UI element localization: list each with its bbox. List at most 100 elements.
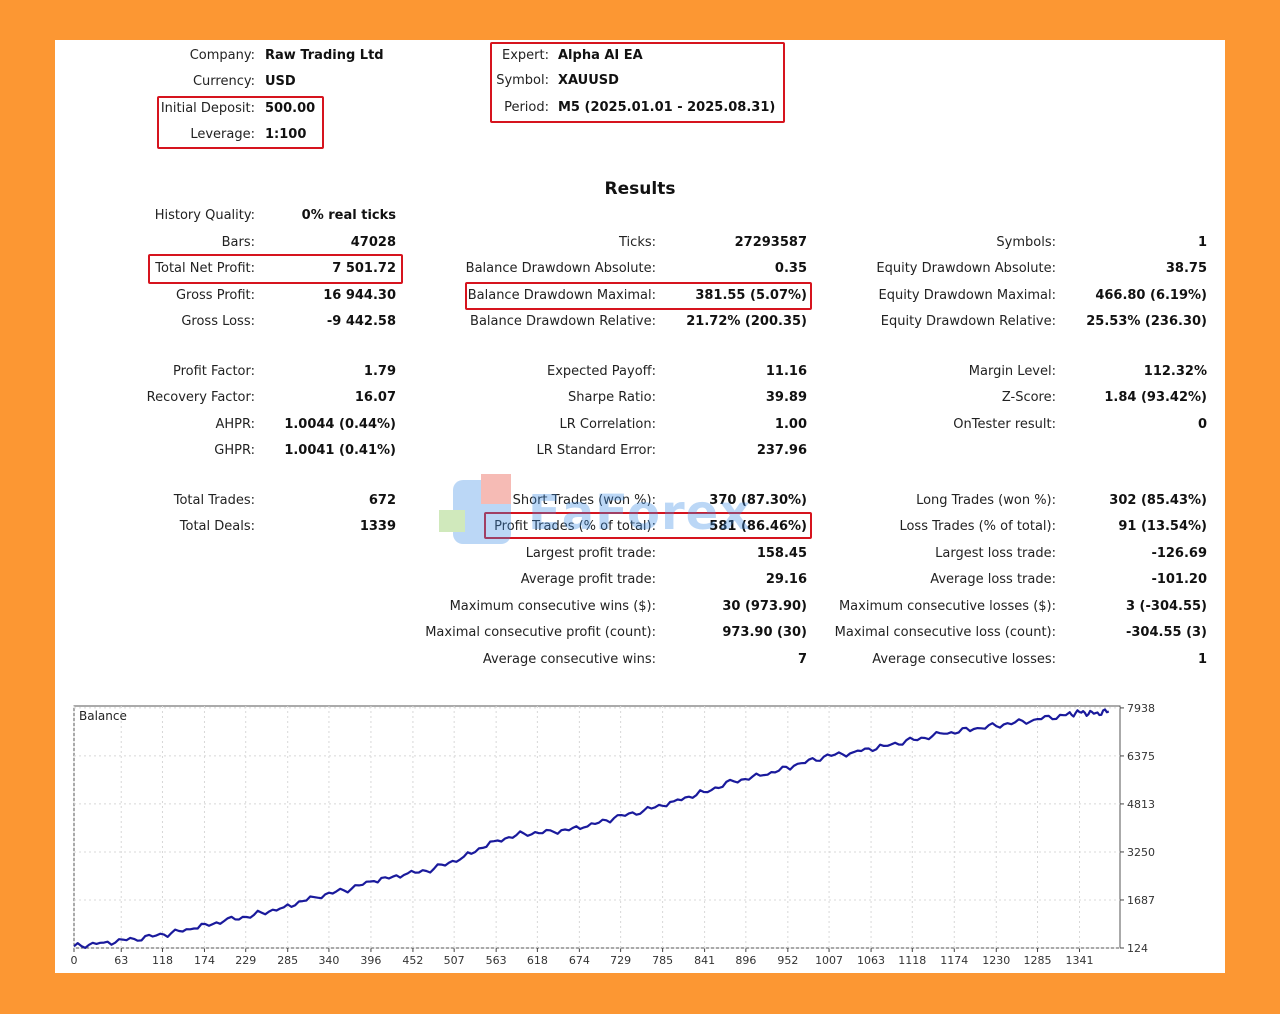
- total-net-profit-label: Total Net Profit:: [155, 261, 255, 276]
- balance-drawdown-relative-label: Balance Drawdown Relative:: [470, 314, 656, 329]
- x-tick-label: 1341: [1066, 954, 1094, 967]
- equity-drawdown-relative-value: 25.53% (236.30): [1086, 314, 1207, 329]
- x-tick-label: 563: [486, 954, 507, 967]
- x-tick-label: 285: [277, 954, 298, 967]
- symbol-value: XAUUSD: [558, 73, 619, 88]
- total-deals-value: 1339: [359, 519, 396, 534]
- leverage-label: Leverage:: [190, 127, 255, 142]
- bars-label: Bars:: [221, 235, 255, 250]
- highlight-profit-trades: [484, 512, 812, 539]
- average-consecutive-wins-label: Average consecutive wins:: [482, 652, 656, 667]
- margin-level-label: Margin Level:: [968, 364, 1056, 379]
- equity-drawdown-maximal-value: 466.80 (6.19%): [1095, 288, 1207, 303]
- balance-chart: 0 63 118 174 229 285 340 396 452 507 563 618 674 729 7…: [71, 702, 1164, 968]
- maximum-consecutive-wins-label: Maximum consecutive wins ($):: [449, 599, 656, 614]
- equity-drawdown-relative-label: Equity Drawdown Relative:: [880, 314, 1056, 329]
- x-tick-label: 1007: [815, 954, 843, 967]
- balance-chart-svg: 0 63 118 174 229 285 340 396 452 507 563 618 674 729 7…: [71, 702, 1156, 967]
- period-value: M5 (2025.01.01 - 2025.08.31): [558, 100, 776, 115]
- long-trades-label: Long Trades (won %):: [916, 493, 1056, 508]
- x-tick-label: 396: [360, 954, 381, 967]
- x-tick-label: 1118: [898, 954, 926, 967]
- y-tick-label: 4813: [1127, 798, 1155, 811]
- chart-legend-label: Balance: [79, 709, 127, 723]
- ticks-value: 27293587: [734, 235, 807, 250]
- x-tick-label: 1063: [857, 954, 885, 967]
- equity-drawdown-absolute-label: Equity Drawdown Absolute:: [876, 261, 1056, 276]
- x-tick-label: 952: [777, 954, 798, 967]
- leverage-value: 1:100: [265, 127, 307, 142]
- maximal-consecutive-profit-value: 973.90 (30): [722, 625, 807, 640]
- symbol-label: Symbol:: [496, 73, 549, 88]
- ticks-label: Ticks:: [619, 235, 656, 250]
- balance-drawdown-absolute-value: 0.35: [774, 261, 807, 276]
- maximal-consecutive-loss-value: -304.55 (3): [1125, 625, 1207, 640]
- currency-label: Currency:: [192, 74, 255, 89]
- highlight-deposit-leverage: [157, 96, 324, 149]
- profit-trades-label: Profit Trades (% of total):: [494, 519, 656, 534]
- ontester-result-value: 0: [1197, 417, 1207, 432]
- sharpe-ratio-label: Sharpe Ratio:: [568, 390, 656, 405]
- equity-drawdown-absolute-value: 38.75: [1165, 261, 1207, 276]
- x-tick-label: 729: [610, 954, 631, 967]
- highlight-balance-drawdown-maximal: [465, 282, 812, 310]
- plot-area: [73, 705, 1121, 949]
- x-tick-label: 174: [194, 954, 215, 967]
- lr-standard-error-value: 237.96: [756, 443, 807, 458]
- expected-payoff-label: Expected Payoff:: [547, 364, 656, 379]
- history-quality-label: History Quality:: [154, 208, 255, 223]
- x-tick-label: 452: [402, 954, 423, 967]
- y-tick-label: 124: [1127, 942, 1148, 955]
- period-label: Period:: [504, 100, 549, 115]
- ghpr-value: 1.0041 (0.41%): [284, 443, 396, 458]
- x-tick-label: 507: [444, 954, 465, 967]
- company-label: Company:: [189, 48, 255, 63]
- largest-loss-trade-value: -126.69: [1151, 546, 1207, 561]
- equity-drawdown-maximal-label: Equity Drawdown Maximal:: [878, 288, 1056, 303]
- y-tick-label: 1687: [1127, 894, 1155, 907]
- short-trades-label: Short Trades (won %):: [512, 493, 656, 508]
- average-profit-trade-value: 29.16: [765, 572, 807, 587]
- strategy-tester-report: Company: Raw Trading Ltd Currency: USD Initi…: [55, 40, 1225, 973]
- ontester-result-label: OnTester result:: [953, 417, 1056, 432]
- company-value: Raw Trading Ltd: [265, 48, 384, 63]
- gross-profit-value: 16 944.30: [323, 288, 396, 303]
- total-trades-value: 672: [368, 493, 396, 508]
- balance-drawdown-absolute-label: Balance Drawdown Absolute:: [465, 261, 656, 276]
- maximum-consecutive-wins-value: 30 (973.90): [722, 599, 807, 614]
- recovery-factor-value: 16.07: [354, 390, 396, 405]
- profit-factor-value: 1.79: [363, 364, 396, 379]
- largest-profit-trade-label: Largest profit trade:: [525, 546, 656, 561]
- maximum-consecutive-losses-label: Maximum consecutive losses ($):: [838, 599, 1056, 614]
- lr-correlation-label: LR Correlation:: [559, 417, 656, 432]
- ghpr-label: GHPR:: [214, 443, 255, 458]
- y-tick-label: 7938: [1127, 702, 1155, 715]
- x-tick-label: 785: [652, 954, 673, 967]
- results-title: Results: [604, 179, 676, 199]
- watermark-text: EaForex: [528, 485, 752, 541]
- sharpe-ratio-value: 39.89: [765, 390, 807, 405]
- x-tick-label: 896: [735, 954, 756, 967]
- average-loss-trade-value: -101.20: [1151, 572, 1207, 587]
- maximal-consecutive-profit-label: Maximal consecutive profit (count):: [425, 625, 656, 640]
- ahpr-value: 1.0044 (0.44%): [284, 417, 396, 432]
- highlight-expert-period: [490, 42, 785, 123]
- balance-drawdown-maximal-label: Balance Drawdown Maximal:: [467, 288, 656, 303]
- average-loss-trade-label: Average loss trade:: [930, 572, 1056, 587]
- balance-series-line: [73, 708, 1110, 949]
- initial-deposit-label: Initial Deposit:: [160, 101, 255, 116]
- largest-profit-trade-value: 158.45: [756, 546, 807, 561]
- short-trades-value: 370 (87.30%): [709, 493, 807, 508]
- symbols-label: Symbols:: [996, 235, 1056, 250]
- symbols-value: 1: [1197, 235, 1207, 250]
- long-trades-value: 302 (85.43%): [1109, 493, 1207, 508]
- bars-value: 47028: [350, 235, 396, 250]
- profit-trades-value: 581 (86.46%): [709, 519, 807, 534]
- total-trades-label: Total Trades:: [173, 493, 255, 508]
- balance-drawdown-maximal-value: 381.55 (5.07%): [695, 288, 807, 303]
- loss-trades-value: 91 (13.54%): [1118, 519, 1207, 534]
- maximal-consecutive-loss-label: Maximal consecutive loss (count):: [834, 625, 1056, 640]
- maximum-consecutive-losses-value: 3 (-304.55): [1125, 599, 1207, 614]
- x-tick-label: 229: [235, 954, 256, 967]
- currency-value: USD: [265, 74, 296, 89]
